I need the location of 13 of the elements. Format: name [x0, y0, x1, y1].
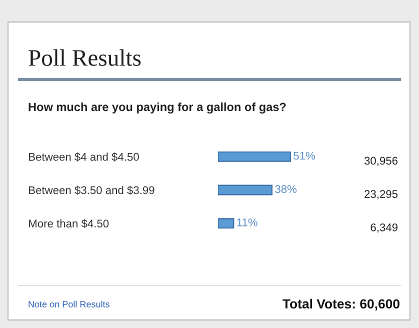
- text: Total Votes: 60,600: [282, 298, 400, 310]
- text: 30,956: [364, 156, 398, 166]
- y-tick-label: Between $4 and $4.50: [29, 152, 139, 162]
- chart-title: Poll Results: [28, 49, 141, 66]
- data-label: 38%: [275, 185, 297, 193]
- data-label: 11%: [237, 218, 258, 226]
- y-tick-label: Between $3.50 and $3.99: [29, 186, 154, 195]
- text: Note on Poll Results: [28, 300, 110, 308]
- data-label: 51%: [294, 152, 315, 160]
- y-tick-label: More than $4.50: [29, 219, 109, 228]
- text: 23,295: [364, 190, 398, 200]
- text: 6,349: [370, 223, 398, 233]
- chart-subtitle: How much are you paying for a gallon of gas?: [28, 102, 286, 114]
